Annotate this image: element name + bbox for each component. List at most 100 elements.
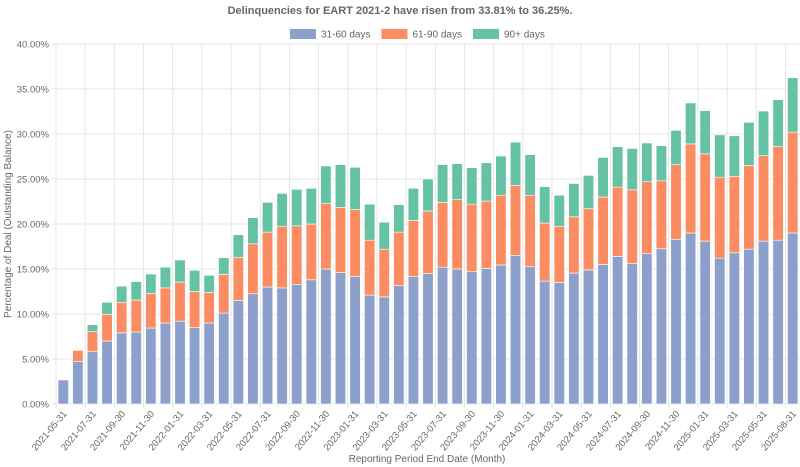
bar-segment-61-90-days: [641, 181, 653, 254]
bar-segment-90-days: [466, 167, 478, 205]
bar-segment-61-90-days: [291, 225, 303, 285]
bar-segment-31-60-days: [422, 273, 434, 405]
bar-segment-90-days: [218, 257, 230, 275]
bar-segment-90-days: [305, 187, 317, 225]
legend-label[interactable]: 61-90 days: [412, 30, 461, 41]
bar-segment-31-60-days: [276, 287, 288, 405]
bar-segment-61-90-days: [466, 203, 478, 272]
bar-segment-90-days: [130, 281, 142, 301]
bar-segment-31-60-days: [699, 240, 711, 405]
bar-segment-61-90-days: [451, 199, 463, 270]
bar-segment-61-90-days: [582, 208, 595, 271]
bar-segment-31-60-days: [145, 327, 157, 405]
bar-segment-90-days: [174, 259, 186, 283]
bar-segment-61-90-days: [305, 223, 317, 281]
bar-segment-90-days: [189, 270, 201, 292]
bar-segment-61-90-days: [714, 176, 726, 259]
bar-segment-90-days: [378, 221, 390, 250]
y-tick-label: 10.00%: [17, 310, 50, 321]
bar-segment-90-days: [597, 157, 609, 198]
bar-segment-61-90-days: [393, 231, 405, 286]
bar-segment-61-90-days: [276, 225, 288, 289]
y-tick-label: 40.00%: [17, 40, 50, 51]
y-axis-title: Percentage of Deal (Outstanding Balance): [3, 130, 14, 318]
bar-segment-61-90-days: [437, 202, 449, 268]
legend-swatch[interactable]: [290, 29, 316, 39]
bar-segment-61-90-days: [218, 274, 230, 314]
legend-swatch[interactable]: [472, 29, 499, 39]
bar-segment-90-days: [553, 194, 565, 227]
bar-segment-61-90-days: [247, 243, 259, 295]
chart-title: Delinquencies for EART 2021-2 have risen…: [228, 5, 573, 17]
bar-segment-90-days: [159, 266, 171, 289]
bar-segment-61-90-days: [364, 239, 376, 296]
bar-segment-90-days: [320, 165, 332, 204]
bar-segment-61-90-days: [568, 216, 580, 274]
bar-segment-31-60-days: [437, 266, 449, 405]
bar-segment-61-90-days: [86, 331, 99, 353]
bar-segment-61-90-days: [422, 210, 434, 274]
y-tick-label: 25.00%: [17, 175, 50, 186]
bar-segment-61-90-days: [101, 313, 113, 342]
bar-segment-90-days: [451, 163, 463, 200]
bar-segment-31-60-days: [334, 272, 347, 405]
bar-segment-90-days: [714, 134, 726, 178]
bar-segment-90-days: [699, 110, 711, 155]
bar-segment-31-60-days: [174, 320, 186, 405]
bar-segment-31-60-days: [203, 322, 215, 405]
bar-segment-61-90-days: [480, 200, 492, 269]
bar-segment-31-60-days: [685, 232, 697, 405]
legend-label[interactable]: 31-60 days: [321, 30, 370, 41]
bar-segment-90-days: [407, 187, 419, 221]
bars: [57, 77, 799, 405]
y-tick-label: 5.00%: [22, 355, 49, 366]
bar-segment-31-60-days: [364, 294, 376, 405]
bar-segment-61-90-days: [772, 146, 784, 241]
bar-segment-90-days: [422, 178, 434, 212]
bar-segment-61-90-days: [232, 256, 244, 301]
bar-segment-90-days: [203, 274, 215, 293]
bar-segment-61-90-days: [495, 194, 507, 266]
bar-segment-31-60-days: [553, 282, 565, 405]
bar-segment-61-90-days: [145, 292, 157, 329]
bar-segment-90-days: [261, 202, 274, 233]
bar-segment-31-60-days: [189, 327, 201, 405]
bar-segment-90-days: [334, 164, 347, 208]
bar-segment-61-90-days: [174, 281, 186, 322]
bar-segment-31-60-days: [261, 286, 274, 405]
legend-label[interactable]: 90+ days: [504, 30, 545, 41]
bar-segment-31-60-days: [509, 255, 522, 405]
x-axis: 2021-05-312021-07-312021-09-302021-11-30…: [30, 409, 799, 453]
bar-segment-90-days: [437, 164, 449, 203]
bar-segment-31-60-days: [232, 300, 244, 405]
bar-segment-31-60-days: [247, 293, 259, 405]
bar-segment-31-60-days: [305, 279, 317, 405]
bar-segment-90-days: [787, 77, 799, 133]
bar-segment-90-days: [685, 102, 697, 145]
bar-segment-31-60-days: [582, 269, 595, 405]
bar-segment-61-90-days: [524, 194, 536, 268]
bar-segment-61-90-days: [787, 131, 799, 234]
bar-segment-61-90-days: [189, 291, 201, 328]
y-tick-label: 30.00%: [17, 130, 50, 141]
bar-segment-90-days: [72, 349, 84, 351]
bar-segment-61-90-days: [597, 196, 609, 265]
bar-segment-90-days: [480, 162, 492, 202]
bar-segment-90-days: [145, 273, 157, 294]
bar-segment-31-60-days: [670, 239, 682, 405]
bar-segment-90-days: [495, 155, 507, 196]
bar-segment-61-90-days: [261, 231, 274, 288]
bar-segment-90-days: [364, 203, 376, 241]
bar-segment-61-90-days: [334, 207, 347, 273]
bar-segment-31-60-days: [349, 276, 361, 405]
bar-segment-61-90-days: [626, 189, 638, 264]
bar-segment-31-60-days: [407, 276, 419, 405]
bar-segment-61-90-days: [743, 165, 755, 250]
x-axis-title: Reporting Period End Date (Month): [349, 454, 506, 465]
bar-segment-31-60-days: [714, 257, 726, 405]
bar-segment-90-days: [349, 167, 361, 210]
bar-segment-90-days: [232, 234, 244, 258]
legend-swatch[interactable]: [381, 29, 408, 39]
bar-segment-31-60-days: [480, 268, 492, 405]
